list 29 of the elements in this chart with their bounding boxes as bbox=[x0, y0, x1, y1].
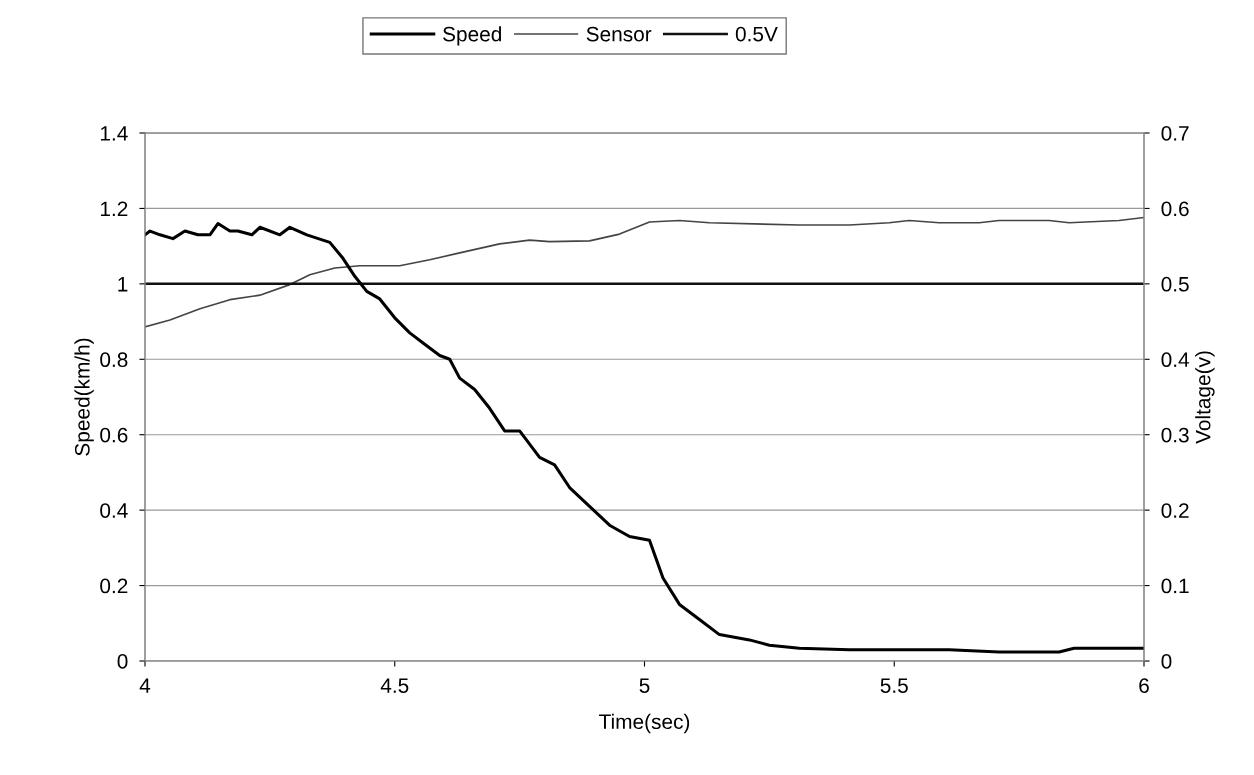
y-tick-label: 0.4 bbox=[100, 503, 128, 518]
y2-tick-label: 0.7 bbox=[1161, 126, 1189, 141]
y2-tick-label: 0.1 bbox=[1161, 578, 1189, 594]
y2-tick-label: 0 bbox=[1161, 654, 1172, 669]
legend-label: Sensor bbox=[586, 26, 652, 42]
x-tick-label: 5.5 bbox=[880, 678, 908, 693]
y-tick-label: 0.6 bbox=[100, 427, 128, 443]
y2-tick-label: 0.5 bbox=[1161, 276, 1189, 292]
x-tick-label: 5 bbox=[639, 678, 650, 693]
y2-axis-title: Voltage(v) bbox=[1195, 351, 1215, 444]
y-tick-label: 1.2 bbox=[100, 201, 128, 216]
y-tick-label: 0.8 bbox=[100, 352, 128, 368]
x-tick-label: 6 bbox=[1139, 678, 1149, 693]
y2-tick-label: 0.6 bbox=[1161, 201, 1189, 217]
legend-label: 0.5V bbox=[735, 26, 778, 42]
y-axis-title: Speed(km/h) bbox=[74, 338, 94, 456]
x-tick-label: 4.5 bbox=[380, 678, 409, 693]
y2-tick-label: 0.2 bbox=[1161, 503, 1189, 518]
y-tick-label: 0 bbox=[117, 654, 128, 669]
x-tick-label: 4 bbox=[139, 678, 151, 693]
y2-tick-label: 0.4 bbox=[1161, 352, 1190, 368]
y-tick-label: 1.4 bbox=[100, 126, 128, 141]
line-series bbox=[145, 221, 1144, 654]
line-series bbox=[145, 216, 1144, 328]
legend-label: Speed bbox=[443, 26, 501, 46]
y-tick-label: 0.2 bbox=[100, 578, 128, 594]
y2-tick-label: 0.3 bbox=[1161, 427, 1189, 443]
x-axis-title: Time(sec) bbox=[599, 713, 690, 734]
y-tick-label: 1 bbox=[118, 277, 128, 292]
